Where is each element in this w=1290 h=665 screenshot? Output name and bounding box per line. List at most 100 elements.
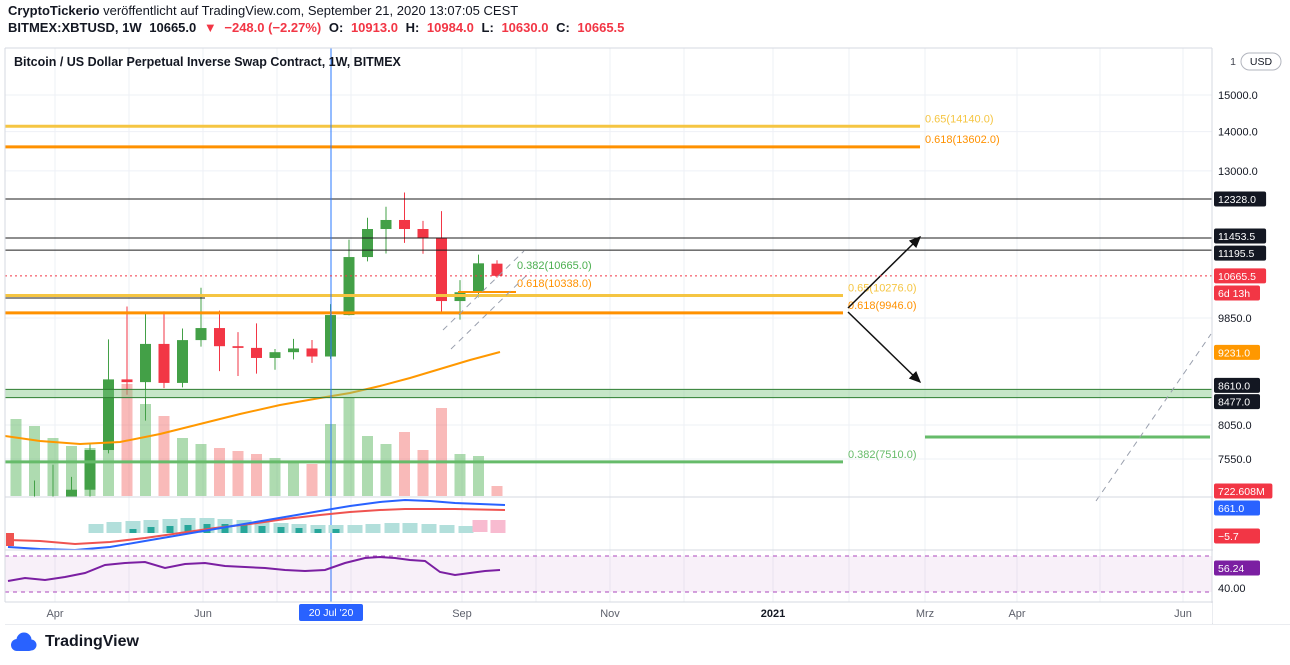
time-axis[interactable]: Apr Jun Sep Nov 2021 Mrz Apr Jun 20 Jul '20 <box>5 603 1212 624</box>
candle-body <box>473 263 484 293</box>
dashed-trendline <box>442 250 525 331</box>
symbol-name[interactable]: BITMEX:XBTUSD, 1W <box>8 20 142 35</box>
macd-hist-bar <box>240 525 248 533</box>
price-axis-badge <box>1214 228 1267 244</box>
volume-bar <box>269 458 281 496</box>
price-axis-badge-label: 661.0 <box>1218 503 1244 515</box>
candle-body <box>436 237 447 302</box>
macd-hist-bar <box>332 529 340 533</box>
candle-body <box>288 348 299 353</box>
volume-bar <box>214 448 225 496</box>
candle-body <box>399 219 410 230</box>
author-name[interactable]: CryptoTickerio <box>8 3 100 18</box>
volume-bar <box>177 438 188 496</box>
high-value: 10984.0 <box>426 20 474 35</box>
drawings: 0.65(14140.0) 0.618(13602.0) 0.65(10276.0)… <box>5 48 1212 602</box>
price-axis-badge-label: 722.608M <box>1218 486 1265 498</box>
price-axis-badge-label: 56.24 <box>1218 563 1244 575</box>
volume-bar <box>251 454 262 496</box>
candle-body <box>343 257 355 316</box>
footer-logo[interactable]: TradingView <box>8 631 139 653</box>
price-axis-badge-label: 6d 13h <box>1218 288 1250 300</box>
volume-bar <box>306 464 318 496</box>
price-axis-label: 13000.0 <box>1218 166 1258 178</box>
currency-unit-label: USD <box>1250 56 1273 68</box>
candle-body <box>491 263 503 276</box>
candle-body <box>66 489 77 497</box>
price-axis-badge <box>1214 285 1260 301</box>
price-axis-label: 14000.0 <box>1218 127 1258 139</box>
price-axis-badge-label: −5.7 <box>1218 531 1239 543</box>
time-axis-label: Nov <box>600 608 620 620</box>
macd-hist-bar <box>129 529 137 533</box>
dashed-trendline <box>450 271 531 350</box>
price-axis-badge <box>1214 191 1267 207</box>
price-axis-badge-label: 11195.5 <box>1218 248 1255 260</box>
byline-text: veröffentlicht auf TradingView.com, Sept… <box>99 3 519 18</box>
price-axis-label: 8050.0 <box>1218 420 1252 432</box>
chart-title: Bitcoin / US Dollar Perpetual Inverse Sw… <box>14 55 402 69</box>
macd-hist-bar <box>384 523 400 533</box>
fib-level-label: 0.65(14140.0) <box>925 113 994 125</box>
volume-bar <box>195 444 207 496</box>
time-axis-label: Sep <box>452 608 472 620</box>
candle-body <box>84 450 96 490</box>
close-label: C: <box>556 20 570 35</box>
candle-body <box>48 511 59 527</box>
candle-body <box>121 379 133 383</box>
price-axis-bg <box>1213 48 1290 624</box>
volume-bar <box>10 419 22 496</box>
macd-hist-bar <box>106 522 122 533</box>
volume-bar <box>288 462 299 496</box>
date-badge <box>299 604 363 621</box>
price-axis[interactable]: 15000.0 14000.0 13000.0 9850.0 8050.0 7550.0 4… <box>1213 48 1290 624</box>
volume-bar <box>343 398 355 496</box>
price-axis-badge <box>1214 483 1273 499</box>
time-axis-label: 2021 <box>761 608 785 620</box>
macd-hist-bar <box>295 528 303 533</box>
price-axis-badge <box>1214 245 1267 261</box>
macd-line <box>7 498 506 550</box>
volume-bar <box>436 408 447 496</box>
arrow-annotation <box>847 235 922 309</box>
rsi-pane <box>5 555 1212 593</box>
candle-body <box>417 229 429 238</box>
tradingview-cloud-icon <box>11 632 37 651</box>
price-axis-badge-label: 9231.0 <box>1218 347 1250 359</box>
fib-level-label: 0.382(10665.0) <box>517 260 592 272</box>
low-label: L: <box>481 20 494 35</box>
candle-body <box>140 343 151 383</box>
macd-hist-bar <box>472 520 488 532</box>
price-axis-label: 7550.0 <box>1218 454 1252 466</box>
candle-body <box>306 348 318 357</box>
gridlines <box>5 48 1212 602</box>
open-value: 10913.0 <box>350 20 398 35</box>
candle-body <box>232 346 244 348</box>
down-arrow-icon: ▼ <box>203 20 217 35</box>
symbol-header: BITMEX:XBTUSD, 1W 10665.0 ▼ −248.0 (−2.2… <box>8 20 628 35</box>
macd-hist-bar <box>402 523 418 533</box>
candle-body <box>251 347 262 358</box>
volume-bar <box>158 416 170 496</box>
volume-bar <box>417 450 429 496</box>
price-axis-badge <box>1214 344 1260 360</box>
macd-signal-line <box>7 508 506 546</box>
volume-bar <box>362 436 373 496</box>
time-axis-label: Apr <box>46 608 63 620</box>
fib-level-label: 0.618(9946.0) <box>848 300 917 312</box>
candle-body <box>195 328 207 341</box>
fib-level-label: 0.65(10276.0) <box>848 283 917 295</box>
arrow-annotation <box>847 311 922 384</box>
currency-unit-pill[interactable] <box>1240 52 1282 71</box>
candle-body <box>380 219 392 230</box>
high-label: H: <box>405 20 420 35</box>
volume-bar <box>140 404 151 496</box>
ma-line <box>5 351 501 446</box>
open-label: O: <box>328 20 344 35</box>
price-axis-badge-label: 11453.5 <box>1218 231 1255 243</box>
price-axis-label: 15000.0 <box>1218 90 1258 102</box>
price-axis-badge <box>1214 528 1260 544</box>
price-change: −248.0 (−2.27%) <box>224 20 322 35</box>
